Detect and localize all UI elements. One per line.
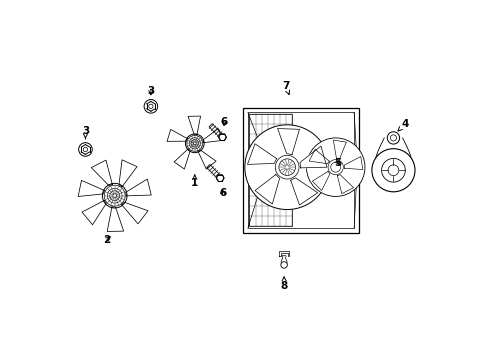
Circle shape <box>278 159 295 175</box>
Circle shape <box>389 135 396 141</box>
Polygon shape <box>167 129 187 141</box>
Polygon shape <box>254 175 279 204</box>
Circle shape <box>280 262 287 268</box>
Circle shape <box>186 135 203 151</box>
Circle shape <box>83 147 87 152</box>
Circle shape <box>218 134 226 141</box>
Polygon shape <box>208 123 224 139</box>
Text: 6: 6 <box>220 117 227 127</box>
Polygon shape <box>125 179 151 196</box>
Text: 3: 3 <box>147 86 154 96</box>
Polygon shape <box>203 129 222 143</box>
Circle shape <box>306 138 364 197</box>
Polygon shape <box>91 160 112 186</box>
Polygon shape <box>333 140 346 159</box>
Polygon shape <box>290 178 317 205</box>
Circle shape <box>386 132 399 144</box>
Polygon shape <box>198 150 216 169</box>
Text: 1: 1 <box>191 175 198 188</box>
Circle shape <box>327 159 343 175</box>
Polygon shape <box>82 201 106 225</box>
Circle shape <box>79 143 92 156</box>
Text: 4: 4 <box>397 119 408 131</box>
Polygon shape <box>122 202 148 224</box>
Text: 8: 8 <box>280 277 287 291</box>
Bar <box>249 114 291 226</box>
Polygon shape <box>308 149 328 164</box>
Circle shape <box>193 142 196 145</box>
Text: 5: 5 <box>334 158 341 167</box>
Polygon shape <box>281 256 286 264</box>
Circle shape <box>244 125 329 210</box>
Bar <box>247 112 353 228</box>
Circle shape <box>144 100 157 113</box>
Bar <box>243 108 358 233</box>
Circle shape <box>104 185 125 206</box>
Text: 6: 6 <box>219 188 225 198</box>
Polygon shape <box>119 160 137 187</box>
Circle shape <box>330 162 340 172</box>
Circle shape <box>341 179 349 188</box>
Polygon shape <box>277 129 299 154</box>
Polygon shape <box>344 157 362 170</box>
Circle shape <box>387 165 398 176</box>
Polygon shape <box>247 144 276 165</box>
Circle shape <box>148 104 153 108</box>
Text: 7: 7 <box>282 81 289 95</box>
Polygon shape <box>206 165 221 180</box>
Polygon shape <box>279 251 288 256</box>
Polygon shape <box>299 146 326 168</box>
Text: 2: 2 <box>103 235 110 244</box>
Polygon shape <box>337 175 353 194</box>
Polygon shape <box>174 149 190 169</box>
Circle shape <box>113 194 116 198</box>
Polygon shape <box>188 116 200 135</box>
Polygon shape <box>78 180 104 197</box>
Polygon shape <box>312 171 329 190</box>
Text: 3: 3 <box>81 126 89 139</box>
Polygon shape <box>107 207 123 231</box>
Circle shape <box>275 155 299 179</box>
Circle shape <box>371 149 414 192</box>
Circle shape <box>381 158 405 182</box>
Circle shape <box>343 181 347 185</box>
Circle shape <box>216 174 224 182</box>
